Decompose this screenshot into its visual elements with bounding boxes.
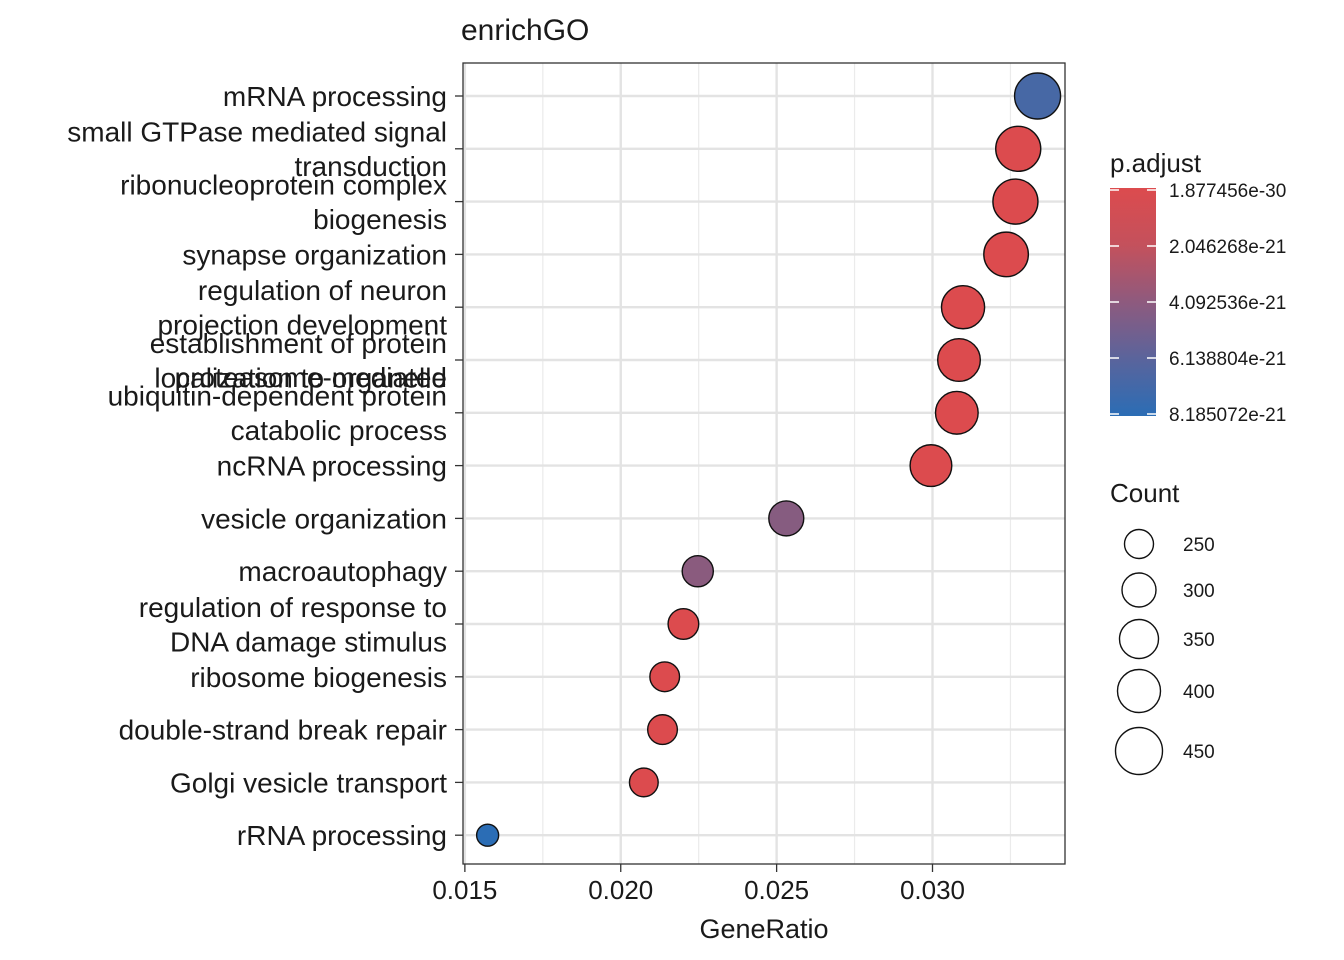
- term-label-ribosome-biogenesis: ribosome biogenesis: [190, 662, 447, 693]
- size-legend-label: 250: [1183, 535, 1215, 556]
- term-label-proteasome-mediated: proteasome-mediated: [175, 362, 447, 393]
- term-label-ribonucleoprotein-complex: ribonucleoprotein complex: [120, 169, 447, 200]
- size-legend-key: [1118, 618, 1160, 660]
- term-label-ubiquitin-dependent-protein: ubiquitin-dependent protein: [108, 381, 447, 412]
- point-ubiquitin-dependent-protein: [934, 390, 979, 435]
- chart-title: enrichGO: [461, 14, 589, 47]
- term-label-golgi-vesicle-transport: Golgi vesicle transport: [170, 767, 447, 798]
- term-label-mrna-processing: mRNA processing: [223, 81, 447, 112]
- term-label-regulation-of-neuron: regulation of neuron: [198, 275, 447, 306]
- term-label-rrna-processing: rRNA processing: [237, 820, 447, 851]
- x-tick-label: 0.030: [900, 875, 965, 905]
- size-legend: Count 250 300 350 400 450: [1110, 478, 1215, 776]
- x-tick-label: 0.025: [744, 875, 809, 905]
- term-label-localization-to-organelle: localization to organelle: [154, 362, 447, 393]
- size-legend-key: [1114, 726, 1164, 776]
- size-legend-label: 450: [1183, 742, 1215, 763]
- term-label-synapse-organization: synapse organization: [182, 239, 447, 270]
- x-tick-label: 0.015: [432, 875, 497, 905]
- color-legend-label: 1.877456e-30: [1169, 181, 1286, 202]
- color-legend-label: 2.046268e-21: [1169, 237, 1286, 258]
- term-label-vesicle-organization: vesicle organization: [201, 503, 447, 534]
- size-legend-title: Count: [1110, 478, 1180, 508]
- point-regulation-of-response-to: [667, 607, 700, 641]
- point-vesicle-organization: [768, 500, 805, 537]
- color-legend-label: 4.092536e-21: [1169, 293, 1286, 314]
- term-label-double-strand-break-repair: double-strand break repair: [119, 715, 447, 746]
- term-label-regulation-of-response-to: regulation of response to: [139, 592, 447, 623]
- point-double-strand-break-repair: [646, 714, 679, 746]
- point-golgi-vesicle-transport: [628, 767, 659, 798]
- term-label-ncrna-processing: ncRNA processing: [217, 451, 447, 482]
- term-label-small-gtpase-mediated-signal: small GTPase mediated signal: [67, 117, 447, 148]
- x-axis: 0.015 0.020 0.025 0.030: [432, 864, 965, 905]
- point-ribonucleoprotein-complex: [992, 178, 1039, 225]
- grid: [463, 63, 1065, 864]
- size-legend-label: 300: [1183, 581, 1215, 602]
- x-axis-title: GeneRatio: [699, 914, 828, 944]
- color-legend-label: 6.138804e-21: [1169, 349, 1286, 370]
- plot-panel-border: [462, 62, 1066, 865]
- color-legend: p.adjust 1.877456e-30 2.046268e-21 4.09253…: [1110, 148, 1286, 426]
- term-label-projection-development: projection development: [157, 309, 447, 340]
- term-label-biogenesis: biogenesis: [313, 204, 447, 235]
- size-legend-key: [1116, 668, 1162, 714]
- y-axis: mRNA processing small GTPase mediated sig…: [67, 81, 463, 851]
- color-legend-label: 8.185072e-21: [1169, 405, 1286, 426]
- point-establishment-of-protein: [936, 337, 982, 383]
- color-legend-title: p.adjust: [1110, 148, 1202, 178]
- point-mrna-processing: [1013, 72, 1062, 120]
- term-label-transduction: transduction: [294, 151, 447, 182]
- point-synapse-organization: [983, 231, 1030, 278]
- point-macroautophagy: [681, 554, 715, 588]
- size-legend-label: 400: [1183, 682, 1215, 703]
- size-legend-label: 350: [1183, 630, 1215, 651]
- x-tick-label: 0.020: [588, 875, 653, 905]
- term-label-dna-damage-stimulus: DNA damage stimulus: [170, 626, 447, 657]
- term-label-establishment-of-protein: establishment of protein: [150, 328, 447, 359]
- point-rrna-processing: [475, 823, 500, 847]
- size-legend-key: [1123, 528, 1155, 560]
- point-regulation-of-neuron: [940, 284, 986, 330]
- size-legend-key: [1121, 572, 1157, 608]
- point-small-gtpase-mediated-signal: [995, 125, 1042, 173]
- term-label-macroautophagy: macroautophagy: [238, 556, 447, 587]
- point-ribosome-biogenesis: [649, 661, 681, 693]
- term-label-catabolic-process: catabolic process: [231, 415, 447, 446]
- data-points: [475, 72, 1062, 847]
- point-ncrna-processing: [909, 444, 953, 488]
